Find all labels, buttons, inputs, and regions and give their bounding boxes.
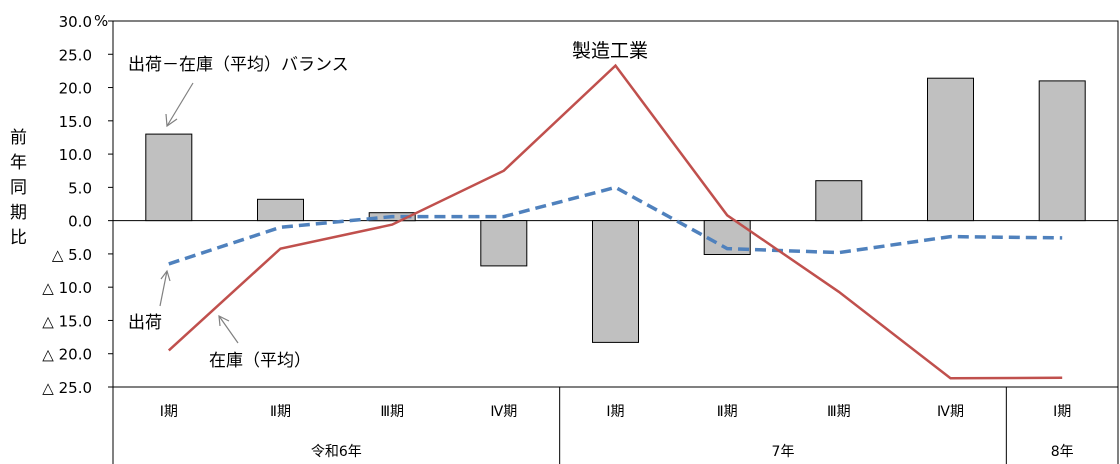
y-axis-label-char-5: 比 (10, 228, 27, 248)
y-tick-label-3: 20.0 (59, 80, 92, 98)
x-category-label-3: Ⅲ期 (380, 404, 404, 420)
inventory-line (167, 63, 1063, 380)
y-axis-label-char-3: 同 (10, 178, 27, 198)
y-tick-label-11: △ 20.0 (42, 346, 92, 364)
y-tick-labels: 30.0 25.0 20.0 15.0 10.0 5.0 0.0 △ 5.0 △ 10.0 △ 1… (42, 12, 108, 397)
y-tick-label-4: 15.0 (59, 113, 92, 131)
y-axis-label-char-2: 年 (10, 153, 27, 173)
bar-5 (592, 220, 639, 343)
year-group-label-1: 令和6年 (311, 444, 362, 460)
x-category-label-5: Ⅰ期 (606, 404, 624, 420)
y-tick-label-2: 25.0 (59, 46, 92, 64)
y-tick-label-1: 30.0 (59, 13, 92, 31)
x-category-label-9: Ⅰ期 (1053, 404, 1071, 420)
balance-annotation: 出荷－在庫（平均）バランス (128, 55, 349, 75)
bars (145, 77, 1086, 343)
shipment-annotation: 出荷 (128, 313, 162, 333)
y-tick-label-10: △ 15.0 (42, 312, 92, 330)
y-tick-label-12: △ 25.0 (42, 379, 92, 397)
bar-1 (145, 133, 193, 222)
bar-4 (480, 220, 528, 267)
y-tick-label-8: △ 5.0 (52, 246, 92, 264)
y-axis-label-char-1: 前 (10, 128, 27, 148)
shipment-line (168, 185, 1063, 266)
year-group-label-2: 7年 (772, 444, 795, 460)
lines (167, 63, 1063, 380)
x-category-label-6: Ⅱ期 (717, 404, 738, 420)
bar-9 (1038, 80, 1086, 222)
y-tick-label-7: 0.0 (68, 213, 92, 231)
bar-7 (815, 180, 863, 222)
y-unit-label: % (94, 12, 108, 30)
inventory-arrow (218, 314, 239, 344)
annotations: 製造工業 出荷－在庫（平均）バランス 出荷 在庫（平均） (128, 40, 648, 371)
chart-title: 製造工業 (572, 40, 648, 62)
x-category-label-2: Ⅱ期 (270, 404, 291, 420)
y-tick-label-6: 5.0 (68, 179, 92, 197)
plot-frame (112, 20, 1119, 388)
x-category-label-7: Ⅲ期 (827, 404, 851, 420)
inventory-annotation: 在庫（平均） (209, 351, 311, 371)
y-tick-label-9: △ 10.0 (42, 279, 92, 297)
y-tick-label-5: 10.0 (59, 146, 92, 164)
x-category-label-1: Ⅰ期 (160, 404, 178, 420)
bar-2 (257, 198, 304, 222)
year-group-label-3: 8年 (1051, 444, 1074, 460)
x-category-label-8: Ⅳ期 (937, 404, 964, 420)
axes (108, 20, 1119, 464)
balance-arrow (165, 82, 194, 128)
x-category-label-4: Ⅳ期 (490, 404, 517, 420)
y-axis-label-char-4: 期 (10, 203, 27, 223)
bar-8 (927, 77, 974, 222)
shipment-arrow (159, 269, 171, 307)
